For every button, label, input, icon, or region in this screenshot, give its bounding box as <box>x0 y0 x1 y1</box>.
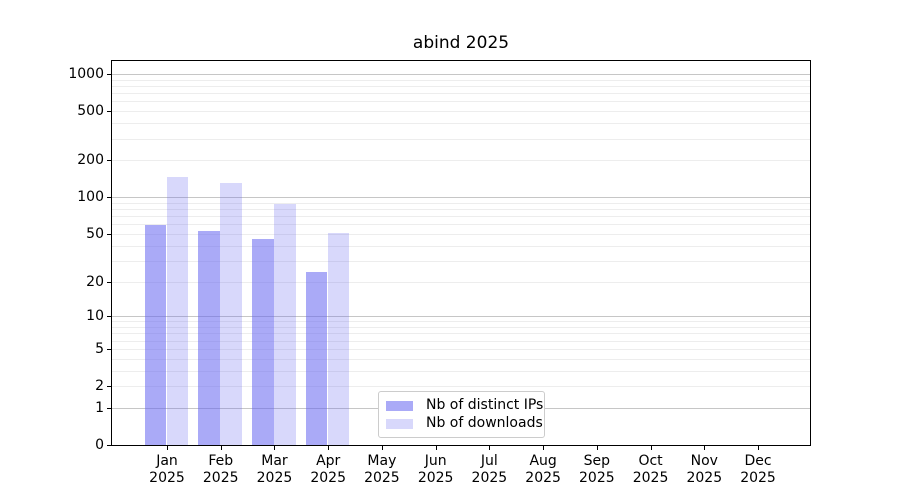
y-tick-label: 1000 <box>68 66 104 82</box>
gridline-major <box>112 316 810 318</box>
y-tick-mark <box>107 281 111 283</box>
x-tick-label: Jan 2025 <box>149 453 185 486</box>
bar-distinct-ips <box>144 225 166 445</box>
gridline-minor <box>112 101 810 103</box>
y-tick-mark <box>107 386 111 387</box>
gridline-minor <box>112 348 810 350</box>
y-tick-mark <box>107 407 111 409</box>
x-tick-label: Dec 2025 <box>740 453 776 486</box>
gridline-minor <box>112 111 810 113</box>
bar-distinct-ips <box>198 230 220 445</box>
x-tick-mark <box>704 446 706 450</box>
bar-downloads <box>327 232 350 445</box>
gridline-major <box>112 74 810 75</box>
legend-label-downloads: Nb of downloads <box>426 415 543 431</box>
x-tick-label: Oct 2025 <box>632 453 669 486</box>
x-tick-label: May 2025 <box>364 453 400 486</box>
y-tick-label: 0 <box>95 437 104 453</box>
gridline-minor <box>112 209 810 210</box>
x-tick-label: Nov 2025 <box>686 453 723 486</box>
gridline-minor <box>112 86 810 87</box>
gridline-minor <box>112 386 810 387</box>
y-tick-label: 10 <box>86 308 104 325</box>
x-tick-label: Sep 2025 <box>579 453 615 486</box>
x-tick-label: Jun 2025 <box>417 453 454 486</box>
legend-item-distinct-ips: Nb of distinct IPs <box>386 398 543 413</box>
x-tick-label: Mar 2025 <box>256 453 293 486</box>
legend: Nb of distinct IPs Nb of downloads <box>378 391 545 438</box>
y-tick-label: 20 <box>86 273 104 290</box>
y-tick-label: 1 <box>95 399 104 416</box>
y-tick-label: 50 <box>86 225 104 242</box>
x-tick-mark <box>543 446 545 450</box>
y-tick-mark <box>107 445 111 446</box>
bar-downloads <box>220 182 242 445</box>
gridline-minor <box>112 281 810 283</box>
y-tick-label: 5 <box>95 340 104 357</box>
bar-distinct-ips <box>252 239 274 445</box>
gridline-minor <box>112 202 810 204</box>
x-tick-label: Jul 2025 <box>471 453 508 486</box>
gridline-minor <box>112 233 810 235</box>
gridline-minor <box>112 216 810 218</box>
gridline-minor <box>112 224 810 226</box>
gridline-minor <box>112 260 810 262</box>
x-tick-mark <box>758 446 760 450</box>
gridline-minor <box>112 123 810 125</box>
x-tick-mark <box>274 446 276 450</box>
chart-title: abind 2025 <box>412 33 510 53</box>
y-tick-label: 500 <box>77 103 104 120</box>
y-tick-mark <box>107 316 111 318</box>
plot-area: Nb of distinct IPs Nb of downloads <box>111 60 811 446</box>
legend-label-distinct-ips: Nb of distinct IPs <box>426 397 544 413</box>
gridline-minor <box>112 358 810 360</box>
legend-swatch-downloads <box>386 418 413 429</box>
gridline-minor <box>112 160 810 162</box>
x-tick-mark <box>650 446 652 450</box>
x-tick-label: Aug 2025 <box>525 453 561 486</box>
gridline-minor <box>112 333 810 335</box>
bar-downloads <box>274 204 296 445</box>
gridline-minor <box>112 321 810 323</box>
x-tick-mark <box>328 446 330 450</box>
bar-downloads <box>166 177 188 445</box>
bar-distinct-ips <box>305 272 328 445</box>
x-tick-label: Apr 2025 <box>310 453 346 486</box>
x-tick-mark <box>381 446 383 450</box>
y-tick-mark <box>107 233 111 235</box>
y-tick-label: 200 <box>77 152 104 169</box>
y-tick-mark <box>107 197 111 199</box>
y-tick-mark <box>107 348 111 350</box>
x-tick-label: Feb 2025 <box>202 453 239 486</box>
gridline-minor <box>112 370 810 372</box>
gridline-major <box>112 197 810 199</box>
y-tick-mark <box>107 160 111 162</box>
gridline-minor <box>112 93 810 95</box>
legend-swatch-distinct-ips <box>386 400 413 411</box>
x-tick-mark <box>489 446 491 450</box>
gridline-minor <box>112 340 810 342</box>
x-tick-mark <box>167 446 168 450</box>
x-tick-mark <box>435 446 437 450</box>
gridline-minor <box>112 327 810 328</box>
y-tick-label: 100 <box>77 189 104 206</box>
x-tick-mark <box>220 446 222 450</box>
gridline-minor <box>112 245 810 247</box>
y-tick-mark <box>107 111 111 113</box>
legend-item-downloads: Nb of downloads <box>386 416 543 431</box>
gridline-minor <box>112 138 810 140</box>
gridline-minor <box>112 79 810 81</box>
y-tick-label: 2 <box>95 378 104 394</box>
x-tick-mark <box>596 446 598 450</box>
y-tick-mark <box>107 74 111 75</box>
